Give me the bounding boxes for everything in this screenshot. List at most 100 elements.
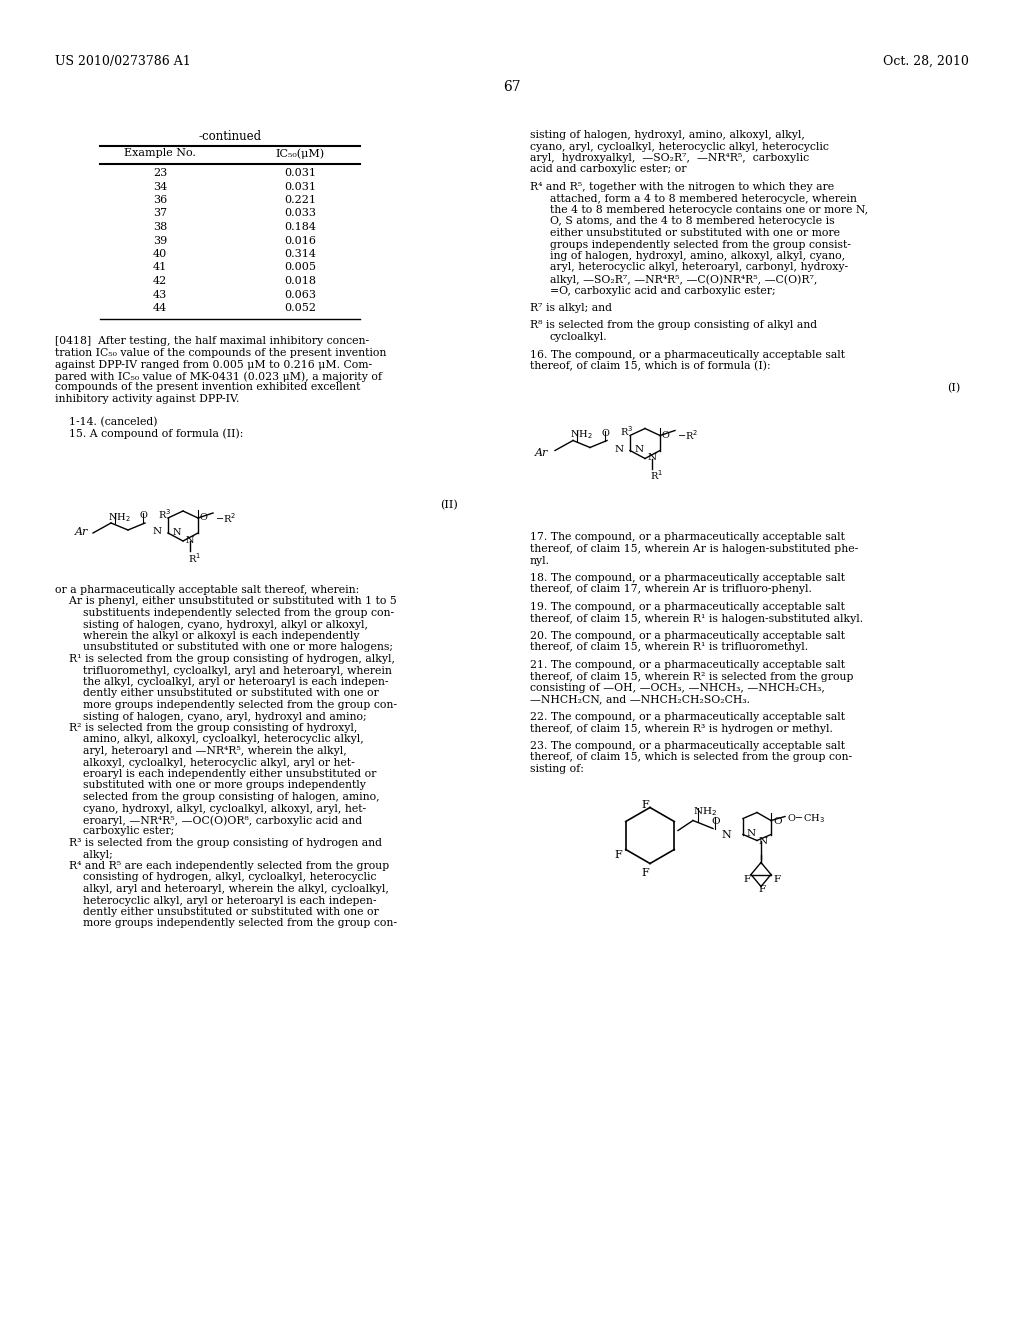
Text: trifluoromethyl, cycloalkyl, aryl and heteroaryl, wherein: trifluoromethyl, cycloalkyl, aryl and he… (55, 665, 392, 676)
Text: N: N (153, 527, 162, 536)
Text: eroaryl, —NR⁴R⁵, —OC(O)OR⁸, carboxylic acid and: eroaryl, —NR⁴R⁵, —OC(O)OR⁸, carboxylic a… (55, 814, 362, 825)
Text: thereof, of claim 15, which is of formula (I):: thereof, of claim 15, which is of formul… (530, 360, 771, 371)
Text: inhibitory activity against DPP-IV.: inhibitory activity against DPP-IV. (55, 393, 240, 404)
Text: sisting of halogen, cyano, aryl, hydroxyl and amino;: sisting of halogen, cyano, aryl, hydroxy… (55, 711, 367, 722)
Text: 15. A compound of formula (II):: 15. A compound of formula (II): (55, 429, 244, 440)
Text: 0.184: 0.184 (284, 222, 316, 232)
Text: the alkyl, cycloalkyl, aryl or heteroaryl is each indepen-: the alkyl, cycloalkyl, aryl or heteroary… (55, 677, 388, 686)
Text: =O, carboxylic acid and carboxylic ester;: =O, carboxylic acid and carboxylic ester… (550, 285, 775, 296)
Text: alkyl, aryl and heteroaryl, wherein the alkyl, cycloalkyl,: alkyl, aryl and heteroaryl, wherein the … (55, 884, 389, 894)
Text: N: N (635, 446, 644, 454)
Text: R⁴ and R⁵, together with the nitrogen to which they are: R⁴ and R⁵, together with the nitrogen to… (530, 182, 835, 191)
Text: more groups independently selected from the group con-: more groups independently selected from … (55, 700, 397, 710)
Text: N: N (759, 837, 768, 846)
Text: acid and carboxylic ester; or: acid and carboxylic ester; or (530, 165, 686, 174)
Text: N: N (615, 445, 624, 454)
Text: F: F (743, 874, 751, 883)
Text: NH$_2$: NH$_2$ (693, 805, 717, 818)
Text: O, S atoms, and the 4 to 8 membered heterocycle is: O, S atoms, and the 4 to 8 membered hete… (550, 216, 835, 227)
Text: 18. The compound, or a pharmaceutically acceptable salt: 18. The compound, or a pharmaceutically … (530, 573, 845, 583)
Text: against DPP-IV ranged from 0.005 μM to 0.216 μM. Com-: against DPP-IV ranged from 0.005 μM to 0… (55, 359, 372, 370)
Text: sisting of halogen, cyano, hydroxyl, alkyl or alkoxyl,: sisting of halogen, cyano, hydroxyl, alk… (55, 619, 368, 630)
Text: F: F (773, 874, 780, 883)
Text: 20. The compound, or a pharmaceutically acceptable salt: 20. The compound, or a pharmaceutically … (530, 631, 845, 642)
Text: 0.031: 0.031 (284, 181, 316, 191)
Text: thereof, of claim 17, wherein Ar is trifluoro-phenyl.: thereof, of claim 17, wherein Ar is trif… (530, 585, 812, 594)
Text: substituted with one or more groups independently: substituted with one or more groups inde… (55, 780, 366, 791)
Text: (I): (I) (947, 383, 961, 393)
Text: 19. The compound, or a pharmaceutically acceptable salt: 19. The compound, or a pharmaceutically … (530, 602, 845, 612)
Text: thereof, of claim 15, wherein R¹ is trifluoromethyl.: thereof, of claim 15, wherein R¹ is trif… (530, 643, 808, 652)
Text: compounds of the present invention exhibited excellent: compounds of the present invention exhib… (55, 383, 360, 392)
Text: NH$_2$: NH$_2$ (108, 511, 131, 524)
Text: F: F (641, 869, 649, 879)
Text: 37: 37 (153, 209, 167, 219)
Text: R⁴ and R⁵ are each independently selected from the group: R⁴ and R⁵ are each independently selecte… (55, 861, 389, 871)
Text: sisting of halogen, hydroxyl, amino, alkoxyl, alkyl,: sisting of halogen, hydroxyl, amino, alk… (530, 129, 805, 140)
Text: O$-$CH$_3$: O$-$CH$_3$ (787, 813, 825, 825)
Text: pared with IC₅₀ value of MK-0431 (0.023 μM), a majority of: pared with IC₅₀ value of MK-0431 (0.023 … (55, 371, 382, 381)
Text: 0.063: 0.063 (284, 289, 316, 300)
Text: 0.018: 0.018 (284, 276, 316, 286)
Text: R² is selected from the group consisting of hydroxyl,: R² is selected from the group consisting… (55, 723, 357, 733)
Text: 42: 42 (153, 276, 167, 286)
Text: Ar: Ar (75, 527, 88, 537)
Text: aryl, heteroaryl and —NR⁴R⁵, wherein the alkyl,: aryl, heteroaryl and —NR⁴R⁵, wherein the… (55, 746, 347, 756)
Text: IC₅₀(μM): IC₅₀(μM) (275, 148, 325, 158)
Text: cyano, aryl, cycloalkyl, heterocyclic alkyl, heterocyclic: cyano, aryl, cycloalkyl, heterocyclic al… (530, 141, 828, 152)
Text: 16. The compound, or a pharmaceutically acceptable salt: 16. The compound, or a pharmaceutically … (530, 350, 845, 359)
Text: [0418]  After testing, the half maximal inhibitory concen-: [0418] After testing, the half maximal i… (55, 337, 369, 346)
Text: 67: 67 (503, 81, 521, 94)
Text: NH$_2$: NH$_2$ (570, 429, 593, 441)
Text: R$^3$: R$^3$ (620, 425, 633, 438)
Text: thereof, of claim 15, wherein Ar is halogen-substituted phe-: thereof, of claim 15, wherein Ar is halo… (530, 544, 858, 554)
Text: 34: 34 (153, 181, 167, 191)
Text: O: O (773, 817, 781, 825)
Text: heterocyclic alkyl, aryl or heteroaryl is each indepen-: heterocyclic alkyl, aryl or heteroaryl i… (55, 895, 377, 906)
Text: 23. The compound, or a pharmaceutically acceptable salt: 23. The compound, or a pharmaceutically … (530, 741, 845, 751)
Text: sisting of:: sisting of: (530, 764, 584, 774)
Text: consisting of hydrogen, alkyl, cycloalkyl, heterocyclic: consisting of hydrogen, alkyl, cycloalky… (55, 873, 377, 883)
Text: R⁷ is alkyl; and: R⁷ is alkyl; and (530, 304, 612, 313)
Text: F: F (641, 800, 649, 809)
Text: 39: 39 (153, 235, 167, 246)
Text: thereof, of claim 15, wherein R² is selected from the group: thereof, of claim 15, wherein R² is sele… (530, 672, 853, 681)
Text: the 4 to 8 membered heterocycle contains one or more N,: the 4 to 8 membered heterocycle contains… (550, 205, 868, 215)
Text: 23: 23 (153, 168, 167, 178)
Text: N: N (721, 830, 731, 841)
Text: 0.031: 0.031 (284, 168, 316, 178)
Text: 40: 40 (153, 249, 167, 259)
Text: Oct. 28, 2010: Oct. 28, 2010 (883, 55, 969, 69)
Text: 17. The compound, or a pharmaceutically acceptable salt: 17. The compound, or a pharmaceutically … (530, 532, 845, 543)
Text: -continued: -continued (199, 129, 261, 143)
Text: carboxylic ester;: carboxylic ester; (55, 826, 174, 837)
Text: alkoxyl, cycloalkyl, heterocyclic alkyl, aryl or het-: alkoxyl, cycloalkyl, heterocyclic alkyl,… (55, 758, 354, 767)
Text: selected from the group consisting of halogen, amino,: selected from the group consisting of ha… (55, 792, 380, 803)
Text: 0.052: 0.052 (284, 304, 316, 313)
Text: consisting of —OH, —OCH₃, —NHCH₃, —NHCH₂CH₃,: consisting of —OH, —OCH₃, —NHCH₃, —NHCH₂… (530, 682, 825, 693)
Text: aryl,  hydroxyalkyl,  —SO₂R⁷,  —NR⁴R⁵,  carboxylic: aryl, hydroxyalkyl, —SO₂R⁷, —NR⁴R⁵, carb… (530, 153, 809, 162)
Text: 21. The compound, or a pharmaceutically acceptable salt: 21. The compound, or a pharmaceutically … (530, 660, 845, 671)
Text: O: O (711, 817, 720, 825)
Text: F: F (758, 884, 765, 894)
Text: US 2010/0273786 A1: US 2010/0273786 A1 (55, 55, 190, 69)
Text: —NHCH₂CN, and —NHCH₂CH₂SO₂CH₃.: —NHCH₂CN, and —NHCH₂CH₂SO₂CH₃. (530, 694, 750, 705)
Text: thereof, of claim 15, wherein R¹ is halogen-substituted alkyl.: thereof, of claim 15, wherein R¹ is halo… (530, 614, 863, 623)
Text: thereof, of claim 15, which is selected from the group con-: thereof, of claim 15, which is selected … (530, 752, 852, 763)
Text: N: N (746, 829, 756, 837)
Text: substituents independently selected from the group con-: substituents independently selected from… (55, 609, 394, 618)
Text: $-$R$^2$: $-$R$^2$ (677, 429, 698, 442)
Text: R$^1$: R$^1$ (188, 550, 201, 565)
Text: N: N (186, 536, 195, 545)
Text: amino, alkyl, alkoxyl, cycloalkyl, heterocyclic alkyl,: amino, alkyl, alkoxyl, cycloalkyl, heter… (55, 734, 364, 744)
Text: dently either unsubstituted or substituted with one or: dently either unsubstituted or substitut… (55, 907, 379, 917)
Text: 0.314: 0.314 (284, 249, 316, 259)
Text: (II): (II) (440, 500, 458, 511)
Text: R¹ is selected from the group consisting of hydrogen, alkyl,: R¹ is selected from the group consisting… (55, 653, 395, 664)
Text: nyl.: nyl. (530, 556, 550, 565)
Text: ing of halogen, hydroxyl, amino, alkoxyl, alkyl, cyano,: ing of halogen, hydroxyl, amino, alkoxyl… (550, 251, 845, 261)
Text: 0.005: 0.005 (284, 263, 316, 272)
Text: or a pharmaceutically acceptable salt thereof, wherein:: or a pharmaceutically acceptable salt th… (55, 585, 359, 595)
Text: N: N (173, 528, 181, 537)
Text: 1-14. (canceled): 1-14. (canceled) (55, 417, 158, 428)
